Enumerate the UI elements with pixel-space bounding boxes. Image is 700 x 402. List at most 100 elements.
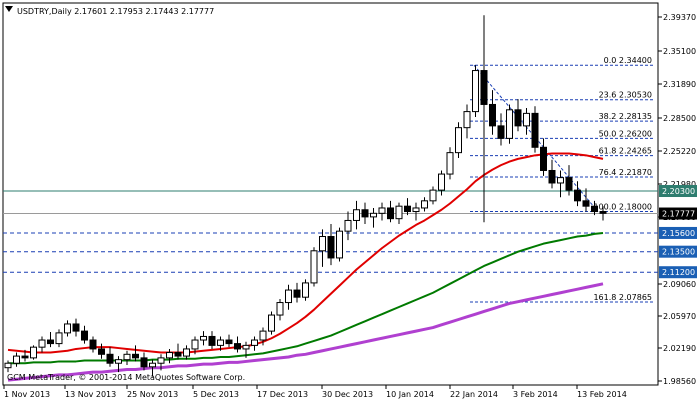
bear-candle: [225, 339, 233, 345]
bull-candle: [55, 332, 63, 345]
price-tick-label: 2.05970: [663, 312, 696, 321]
time-tick-label: 13 Feb 2014: [577, 390, 627, 399]
bull-candle: [149, 362, 156, 368]
bear-candle: [591, 205, 598, 213]
bear-candle: [565, 177, 573, 191]
fib-level-label: 0.0 2.34400: [604, 56, 652, 65]
bear-candle: [234, 343, 241, 350]
horizontal-levels[interactable]: [3, 190, 658, 273]
fib-level-label: 100.0 2.18000: [593, 203, 652, 212]
bull-candle: [446, 152, 454, 175]
bear-candle: [531, 112, 539, 148]
bull-candle: [302, 282, 309, 298]
bear-candle: [497, 125, 505, 139]
bull-candle: [438, 173, 445, 191]
bull-candle: [259, 330, 267, 341]
bear-candle: [81, 330, 88, 341]
bull-candle: [344, 219, 352, 232]
bull-candle: [157, 357, 165, 364]
bear-candle: [21, 355, 29, 359]
bear-candle: [404, 205, 411, 213]
candles: [4, 15, 607, 377]
bull-candle: [310, 250, 318, 284]
price-tick-label: 2.28500: [663, 114, 696, 123]
bull-candle: [166, 352, 173, 359]
bull-candle: [285, 289, 292, 304]
bull-candle: [336, 230, 343, 259]
bear-candle: [489, 103, 496, 127]
bull-candle: [4, 362, 12, 369]
bear-candle: [480, 70, 488, 105]
symbol-info: USDTRY,Daily 2.17601 2.17953 2.17443 2.1…: [17, 7, 214, 16]
bull-candle: [242, 344, 250, 350]
fib-level-label: 76.4 2.21870: [599, 168, 652, 177]
time-tick-label: 30 Dec 2013: [322, 390, 373, 399]
bull-candle: [370, 212, 377, 218]
time-axis: 1 Nov 2013 13 Nov 2013 25 Nov 2013 5 Dec 20…: [3, 385, 627, 399]
dropdown-triangle-icon[interactable]: [5, 6, 13, 12]
level-price-tag[interactable]: [659, 226, 697, 239]
level-price-tag-label: 2.15600: [662, 229, 695, 238]
bull-candle: [319, 236, 326, 252]
fib-level-label: 50.0 2.26200: [599, 129, 652, 138]
bear-candle: [106, 353, 114, 364]
bear-candle: [582, 200, 590, 207]
bull-candle: [276, 302, 284, 316]
bear-candle: [540, 146, 547, 171]
price-tick-label: 2.35100: [663, 47, 696, 56]
bear-candle: [98, 348, 105, 355]
bull-candle: [412, 207, 420, 213]
bear-candle: [89, 339, 97, 350]
price-axis: 2.39370 2.35100 2.31890 2.28500 2.25220 2.219…: [658, 13, 697, 386]
bull-candle: [251, 339, 258, 346]
bear-candle: [140, 357, 148, 368]
current-price-tag-label: 2.17777: [662, 210, 695, 219]
time-tick-label: 10 Jan 2014: [386, 390, 434, 399]
time-tick-label: 5 Dec 2013: [193, 390, 239, 399]
bear-candle: [327, 236, 335, 259]
time-tick-label: 1 Nov 2013: [4, 390, 50, 399]
plot-frame: [2, 2, 659, 386]
bull-candle: [523, 112, 530, 127]
bear-candle: [174, 352, 182, 357]
bull-candle: [115, 359, 122, 364]
fibonacci-retracement[interactable]: 0.0 2.34400 23.6 2.30530 38.2 2.28135 50.0 …: [470, 56, 655, 303]
price-tick-label: 2.09060: [663, 280, 696, 289]
bull-candle: [463, 111, 471, 129]
bull-candle: [123, 353, 131, 361]
bull-candle: [353, 209, 360, 221]
bear-candle: [599, 211, 607, 214]
bear-candle: [548, 169, 556, 184]
fib-level-label: 61.8 2.24265: [599, 147, 652, 156]
bear-candle: [72, 323, 80, 332]
bull-candle: [217, 339, 224, 346]
bear-candle: [387, 207, 394, 220]
bull-candle: [38, 339, 46, 348]
bear-candle: [361, 209, 369, 218]
level-price-tag[interactable]: [659, 266, 697, 279]
time-tick-label: 22 Jan 2014: [450, 390, 498, 399]
bear-candle: [47, 339, 54, 345]
bull-candle: [13, 355, 20, 364]
bull-candle: [421, 200, 428, 209]
price-tick-label: 2.02190: [663, 344, 696, 353]
time-tick-label: 3 Feb 2014: [513, 390, 558, 399]
watermark: GCM MetaTrader, © 2001-2014 MetaQuotes S…: [7, 373, 245, 382]
level-price-tag-label: 2.20300: [662, 187, 695, 196]
time-tick-label: 17 Dec 2013: [257, 390, 308, 399]
level-price-tag[interactable]: [659, 185, 697, 198]
bull-candle: [268, 314, 275, 332]
bear-candle: [514, 109, 522, 127]
bull-candle: [455, 127, 462, 154]
level-price-tag-label: 2.11200: [662, 268, 695, 277]
ma-fast-line: [7, 152, 604, 354]
price-tick-label: 2.31890: [663, 80, 696, 89]
bear-candle: [293, 289, 301, 298]
bear-candle: [208, 335, 216, 346]
bull-candle: [429, 189, 437, 202]
time-tick-label: 25 Nov 2013: [127, 390, 178, 399]
current-price-tag: [659, 207, 697, 220]
level-price-tag[interactable]: [659, 245, 697, 258]
price-tick-label: 2.39370: [663, 13, 696, 22]
